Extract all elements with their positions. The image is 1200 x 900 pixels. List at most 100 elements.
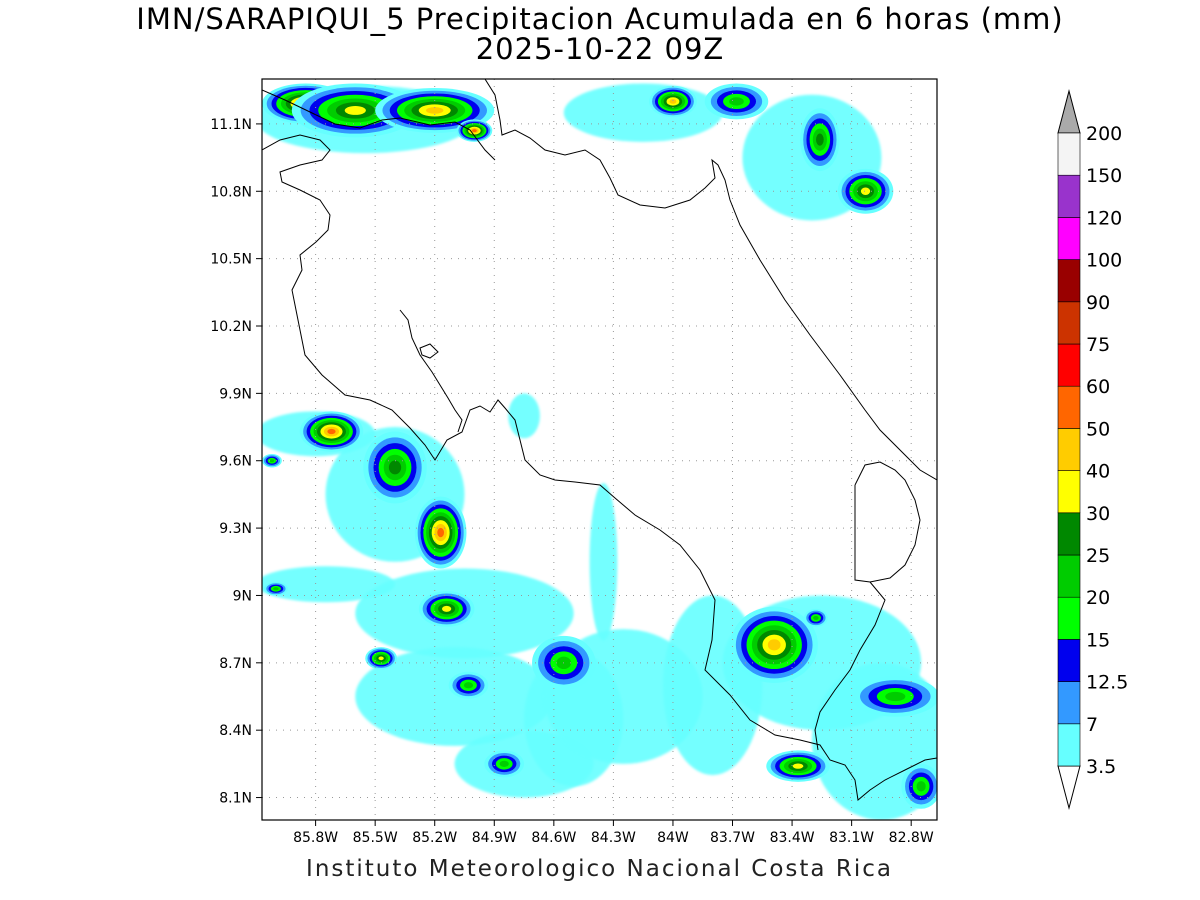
pacific-coastline xyxy=(262,134,937,801)
colorbar-swatch-7 xyxy=(1057,681,1081,725)
coastline xyxy=(262,79,937,801)
caribbean-coastline xyxy=(484,79,937,481)
precip-cell-8 xyxy=(299,411,364,452)
longitude-axis: 85.8W 85.5W 85.2W 84.9W 84.6W 84.3W 84W 83.7W 83… xyxy=(293,820,934,846)
lon-tick-label: 84.6W xyxy=(531,830,576,846)
precip-cell-9 xyxy=(363,431,427,504)
precip-cell-3 xyxy=(456,119,493,142)
colorbar-label-20: 20 xyxy=(1086,587,1110,609)
colorbar-label-60: 60 xyxy=(1086,376,1110,398)
precip-cell-17 xyxy=(766,750,830,782)
colorbar-label-15: 15 xyxy=(1086,629,1110,651)
lat-tick-label: 11.1N xyxy=(210,117,252,133)
map-title: IMN/SARAPIQUI_5 Precipitacion Acumulada … xyxy=(136,2,1064,36)
lat-tick-label: 10.5N xyxy=(210,252,252,268)
precip-contour-50 xyxy=(437,527,445,538)
colorbar-upper-triangle xyxy=(1057,89,1081,134)
colorbar-label-120: 120 xyxy=(1086,207,1122,229)
colorbar-label-200: 200 xyxy=(1086,123,1122,145)
precip-contour-40 xyxy=(426,107,444,114)
precip-contour-40 xyxy=(669,99,677,104)
lon-tick-label: 84.3W xyxy=(591,830,636,846)
colorbar-swatch-15 xyxy=(1057,596,1081,640)
precip-contour-20 xyxy=(813,615,819,620)
precip-contour-30 xyxy=(792,763,804,769)
lon-tick-label: 85.2W xyxy=(412,830,457,846)
lon-tick-label: 83.4W xyxy=(770,830,815,846)
colorbar-swatch-100 xyxy=(1057,217,1081,260)
precip-contour-25 xyxy=(388,460,402,475)
colorbar-label-7: 7 xyxy=(1086,714,1098,736)
lake-nicaragua-shore xyxy=(262,89,496,161)
colorbar-label-100: 100 xyxy=(1086,250,1122,272)
precip-contour-20 xyxy=(499,760,509,767)
colorbar-swatch-75 xyxy=(1057,301,1081,345)
precip-contour-20 xyxy=(273,587,279,591)
colorbar-swatch-150 xyxy=(1057,132,1081,176)
colorbar-label-75: 75 xyxy=(1086,334,1110,356)
precip-contour-20 xyxy=(729,97,744,106)
colorbar-swatch-120 xyxy=(1057,174,1081,218)
colorbar-label-12.5: 12.5 xyxy=(1086,672,1128,694)
lat-tick-label: 9.3N xyxy=(219,521,252,537)
precipitation-field xyxy=(262,83,937,820)
lon-tick-label: 84.9W xyxy=(472,830,517,846)
precip-contour-20 xyxy=(916,781,926,792)
gulf-of-nicoya-island xyxy=(419,343,439,359)
colorbar-swatch-3.5 xyxy=(1057,723,1081,767)
plot-frame xyxy=(261,78,938,821)
lon-tick-label: 83.1W xyxy=(829,830,874,846)
precip-cell-16 xyxy=(730,606,818,684)
colorbar: 3.5 7 12.5 15 20 25 30 40 50 60 75 90 100 120 150 200 xyxy=(1057,89,1128,810)
precip-cell-12 xyxy=(365,647,397,670)
colorbar-label-150: 150 xyxy=(1086,165,1122,187)
precip-contour-30 xyxy=(860,187,871,196)
colorbar-label-30: 30 xyxy=(1086,503,1110,525)
latitude-axis: 11.1N 10.8N 10.5N 10.2N 9.9N 9.6N 9.3N 9N 8.7N 8.… xyxy=(210,117,262,807)
precip-band-2 xyxy=(355,647,554,746)
grid-lines xyxy=(262,79,937,820)
precip-band-14 xyxy=(589,483,618,641)
precip-cell-7 xyxy=(800,108,840,172)
precip-cell-5 xyxy=(704,83,769,120)
precip-cell-15 xyxy=(484,750,525,778)
lon-tick-label: 82.8W xyxy=(889,830,934,846)
precip-cell-4 xyxy=(649,85,697,118)
precip-contour-30 xyxy=(344,105,366,115)
precip-band-0 xyxy=(262,566,395,603)
precip-contour-50 xyxy=(327,428,336,435)
precip-contour-20 xyxy=(463,682,474,689)
colorbar-label-25: 25 xyxy=(1086,545,1110,567)
precip-contour-30 xyxy=(442,605,452,612)
lon-tick-label: 84W xyxy=(657,830,689,846)
panama-border-south xyxy=(814,581,886,751)
precip-contour-40 xyxy=(767,639,781,651)
colorbar-swatch-12.5 xyxy=(1057,639,1081,682)
colorbar-swatch-50 xyxy=(1057,385,1081,429)
colorbar-swatch-90 xyxy=(1057,259,1081,303)
lat-tick-label: 8.7N xyxy=(219,656,252,672)
lat-tick-label: 9.6N xyxy=(219,454,252,470)
precip-cell-19 xyxy=(803,608,828,627)
colorbar-label-90: 90 xyxy=(1086,292,1110,314)
precip-band-10 xyxy=(563,83,723,142)
precip-cell-21 xyxy=(262,453,282,468)
lat-tick-label: 9.9N xyxy=(219,386,252,402)
precip-contour-25 xyxy=(816,133,824,146)
colorbar-swatch-30 xyxy=(1057,470,1081,514)
gulf-of-nicoya-west xyxy=(399,309,463,433)
precip-cell-11 xyxy=(418,590,475,627)
lat-tick-label: 9N xyxy=(233,588,252,604)
credit-text: Instituto Meteorologico Nacional Costa R… xyxy=(306,856,893,882)
colorbar-swatch-60 xyxy=(1057,343,1081,387)
colorbar-lower-triangle xyxy=(1057,765,1081,810)
lat-tick-label: 10.8N xyxy=(210,184,252,200)
lat-tick-label: 8.1N xyxy=(219,791,252,807)
precip-cell-18 xyxy=(851,676,937,717)
precip-contour-20 xyxy=(269,459,275,463)
colorbar-label-3.5: 3.5 xyxy=(1086,756,1116,778)
precip-contour-20 xyxy=(885,691,906,702)
lon-tick-label: 83.7W xyxy=(710,830,755,846)
colorbar-swatch-25 xyxy=(1057,512,1081,556)
